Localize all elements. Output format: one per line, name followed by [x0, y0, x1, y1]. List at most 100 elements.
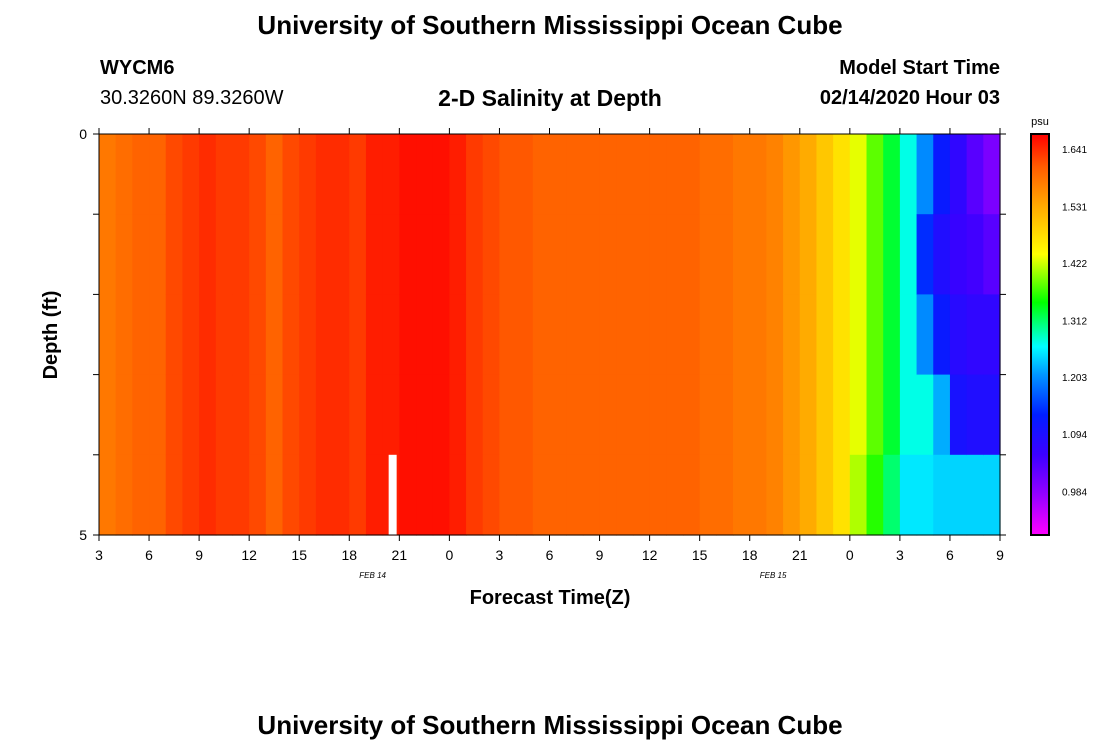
heatmap-cell [899, 214, 918, 295]
heatmap-cell [783, 374, 801, 456]
colorbar-ticks: 1.641 1.531 1.422 1.312 1.203 1.094 0.984 [1062, 145, 1087, 498]
heatmap-cell [733, 134, 751, 215]
heatmap-cell [749, 374, 768, 456]
heatmap-cell [516, 294, 534, 376]
heatmap-cell [799, 214, 818, 295]
heatmap-cell [949, 454, 968, 536]
colorbar-tick-label: 1.203 [1062, 373, 1087, 384]
heatmap-cell [766, 214, 784, 295]
heatmap-cell [849, 134, 868, 215]
heatmap-cell [432, 454, 450, 536]
x-tick-label: 6 [145, 547, 153, 563]
heatmap-cell [616, 454, 634, 536]
heatmap-cell [949, 214, 968, 295]
heatmap-cell [599, 454, 617, 536]
heatmap-cell [249, 294, 267, 376]
heatmap-cell [249, 214, 267, 295]
heatmap-cell [182, 134, 200, 215]
y-tick-label: 5 [79, 527, 87, 543]
heatmap-cell [682, 454, 701, 536]
heatmap-cell [499, 374, 517, 456]
heatmap-cell [532, 134, 551, 215]
heatmap-cell [749, 454, 768, 536]
heatmap-cell [883, 454, 901, 536]
x-tick-label: 12 [642, 547, 658, 563]
heatmap-cell [632, 134, 651, 215]
heatmap-cell [349, 454, 367, 536]
heatmap-cell [516, 374, 534, 456]
heatmap-cell [466, 294, 484, 376]
heatmap-cell [115, 214, 133, 295]
heatmap-cell [649, 374, 667, 456]
heatmap-cell [482, 214, 501, 295]
heatmap-cell [165, 374, 184, 456]
heatmap-cell [899, 454, 918, 536]
heatmap-cell [315, 294, 334, 376]
x-tick-label: 15 [291, 547, 307, 563]
heatmap-cell [666, 134, 684, 215]
heatmap-cell [399, 134, 417, 215]
heatmap-cell [833, 214, 851, 295]
heatmap-cell [849, 294, 868, 376]
heatmap-cell [966, 134, 984, 215]
heatmap-cell [349, 374, 367, 456]
heatmap-cell [966, 214, 984, 295]
heatmap-cell [382, 374, 400, 456]
heatmap-cell [532, 214, 551, 295]
heatmap-cell [599, 294, 617, 376]
heatmap-cell [232, 294, 250, 376]
heatmap-cell [182, 294, 200, 376]
heatmap-cell [382, 214, 400, 295]
heatmap-cell [716, 134, 734, 215]
heatmap-cell [132, 294, 150, 376]
heatmap-cell [682, 134, 701, 215]
x-tick-label: 12 [241, 547, 257, 563]
heatmap-cell [99, 134, 117, 215]
heatmap-cell [682, 374, 701, 456]
heatmap-cell [616, 214, 634, 295]
heatmap-cell [733, 454, 751, 536]
heatmap-cell [699, 214, 717, 295]
heatmap-cell [332, 294, 350, 376]
footer-title: University of Southern Mississippi Ocean… [257, 710, 843, 740]
heatmap-cell [833, 454, 851, 536]
heatmap-cell [866, 134, 884, 215]
heatmap-cell [149, 214, 167, 295]
heatmap-cell [115, 374, 133, 456]
heatmap-cell [849, 214, 868, 295]
heatmap-cell [966, 454, 984, 536]
heatmap-cell [265, 374, 284, 456]
heatmap-cell [983, 134, 1001, 215]
heatmap-cell [516, 454, 534, 536]
x-tick-label: 0 [846, 547, 854, 563]
heatmap-cell [966, 374, 984, 456]
heatmap-cell [566, 374, 584, 456]
heatmap-cell [416, 214, 434, 295]
date-label: FEB 15 [760, 571, 787, 580]
heatmap-cell [365, 294, 384, 376]
station-coordinates: 30.3260N 89.3260W [100, 87, 284, 109]
heatmap-cell [232, 214, 250, 295]
heatmap-cell [632, 214, 651, 295]
heatmap-cell [733, 374, 751, 456]
heatmap-cell [766, 294, 784, 376]
heatmap-cell [399, 214, 417, 295]
heatmap-cell [666, 454, 684, 536]
heatmap-cell [966, 294, 984, 376]
colorbar [1030, 133, 1050, 536]
heatmap-cell [883, 374, 901, 456]
heatmap-cell [282, 294, 300, 376]
heatmap-cell [332, 214, 350, 295]
heatmap-cell [382, 294, 400, 376]
heatmap-cell [199, 134, 217, 215]
heatmap-cell [582, 454, 601, 536]
heatmap-cell [666, 294, 684, 376]
heatmap-cell [99, 294, 117, 376]
x-tick-label: 9 [996, 547, 1004, 563]
x-tick-label: 21 [792, 547, 808, 563]
heatmap-cell [866, 374, 884, 456]
heatmap-cell [232, 454, 250, 536]
heatmap-cell [149, 454, 167, 536]
heatmap-cell [799, 134, 818, 215]
